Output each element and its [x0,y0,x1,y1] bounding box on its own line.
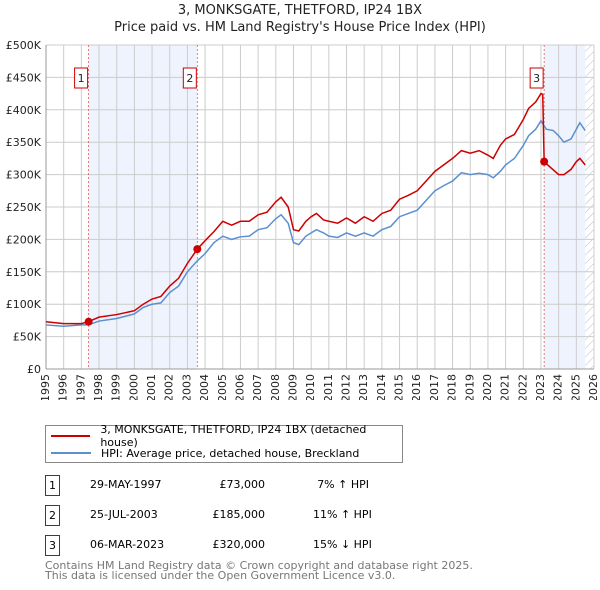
x-tick-label: 2010 [304,374,317,400]
y-tick-label: £250K [6,201,42,214]
transaction-price: £320,000 [212,538,266,551]
x-tick-label: 2024 [552,374,565,400]
y-tick-label: £450K [6,71,42,84]
chart-plot: 1995 1996 1997 1998 1999 2000 2001 2002 2003 2004… [6,39,600,400]
sale-point [540,157,549,166]
legend-label-property: 3, MONKSGATE, THETFORD, IP24 1BX (detach… [100,423,367,449]
y-tick-label: £150K [6,266,42,279]
transaction-price: £73,000 [219,478,266,491]
x-tick-label: 2001 [145,374,158,400]
x-tick-label: 2011 [322,374,335,400]
x-tick-label: 2004 [198,374,211,400]
sale-label: 3 [533,72,540,85]
y-tick-label: £200K [6,233,42,246]
x-tick-label: 2005 [216,374,229,400]
sale-label-box [529,67,544,89]
x-tick-label: 2018 [446,374,459,400]
x-tick-label: 2006 [233,374,246,400]
transaction-date: 25-JUL-2003 [90,508,158,521]
sale-point [193,245,202,254]
transaction-date: 29-MAY-1997 [90,478,162,491]
footer: Contains HM Land Registry data © Crown c… [45,559,473,582]
x-tick-label: 2017 [428,374,441,400]
x-tick-label: 2016 [410,374,423,400]
legend-swatch-hpi [51,452,91,454]
x-tick-label: 2013 [357,374,370,400]
y-tick-label: £400K [6,104,42,117]
sale-label: 1 [78,72,85,85]
x-tick-label: 2012 [340,374,353,400]
chart-subtitle: Price paid vs. HM Land Registry's House … [114,20,486,35]
x-tick-label: 2025 [569,374,582,400]
transaction-hpi-diff: 11% ↑ HPI [313,508,372,521]
x-tick-label: 2019 [463,374,476,400]
legend-item-hpi: HPI: Average price, detached house, Brec… [46,445,359,461]
x-tick-label: 2020 [481,374,494,400]
x-tick-label: 2007 [251,374,264,400]
transaction-price: £185,000 [212,508,266,521]
x-tick-label: 2014 [375,374,388,400]
transaction-marker: 3 [45,535,60,556]
x-tick-label: 2026 [587,374,600,400]
sale-label-box [74,67,89,89]
legend-label-hpi: HPI: Average price, detached house, Brec… [101,446,360,460]
transaction-hpi-diff: 7% ↑ HPI [317,478,369,491]
chart-title: 3, MONKSGATE, THETFORD, IP24 1BX [177,3,423,18]
y-tick-label: £350K [6,136,42,149]
transaction-marker: 1 [45,475,60,496]
x-tick-label: 1997 [74,374,87,400]
footer-line-1: Contains HM Land Registry data © Crown c… [45,559,473,572]
hpi-series-line [45,119,586,327]
x-tick-label: 1996 [57,374,70,400]
x-tick-label: 2000 [127,374,140,400]
y-tick-label: £0 [27,363,41,376]
sale-point [84,317,93,326]
transaction-date: 06-MAR-2023 [90,538,165,551]
sale-label: 2 [186,72,193,85]
x-tick-label: 2023 [534,374,547,400]
y-tick-label: £100K [6,298,42,311]
x-tick-label: 2002 [163,374,176,400]
transaction-marker: 2 [45,505,60,526]
x-tick-label: 2021 [499,374,512,400]
x-tick-label: 2003 [180,374,193,400]
x-tick-label: 2022 [516,374,529,400]
x-tick-label: 2009 [286,374,299,400]
x-tick-label: 2015 [393,374,406,400]
x-tick-label: 1998 [92,374,105,400]
property-series-line [45,92,586,325]
legend: 3, MONKSGATE, THETFORD, IP24 1BX (detach… [45,423,403,463]
legend-item-property: 3, MONKSGATE, THETFORD, IP24 1BX (detach… [46,423,402,449]
x-tick-label: 2008 [269,374,282,400]
y-tick-label: £500K [6,39,42,52]
legend-swatch-property [51,435,91,437]
y-tick-label: £300K [6,169,42,182]
y-tick-label: £50K [13,331,42,344]
transaction-hpi-diff: 15% ↓ HPI [313,538,372,551]
x-tick-label: 1995 [39,374,52,400]
x-tick-label: 1999 [110,374,123,400]
sale-label-box [182,67,197,89]
footer-line-2: This data is licensed under the Open Gov… [45,569,396,582]
